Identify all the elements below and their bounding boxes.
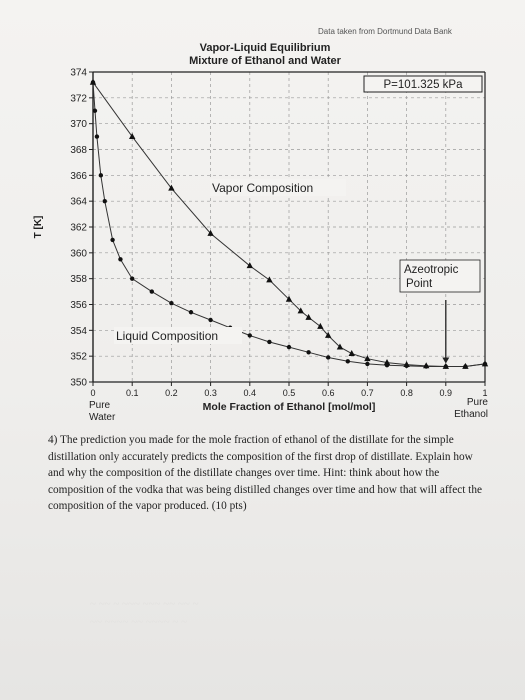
liquid-data-point	[92, 108, 98, 113]
vapor-data-point	[207, 229, 214, 236]
question-line: distillation only accurately predicts th…	[48, 450, 473, 463]
vapor-data-point	[364, 355, 371, 362]
y-tick-label: 354	[70, 326, 87, 337]
y-tick-label: 368	[70, 145, 87, 156]
y-axis-label: T [K]	[33, 216, 44, 239]
x-end-label-right: Pure	[467, 397, 489, 408]
liquid-data-point	[90, 80, 96, 85]
x-end-label-left: Pure	[89, 400, 111, 411]
x-tick-label: 0.5	[283, 388, 296, 398]
y-tick-label: 370	[70, 119, 87, 130]
y-tick-label: 358	[70, 274, 87, 285]
vapor-data-point	[266, 276, 273, 283]
question-line: and why the composition of the distillat…	[48, 467, 440, 480]
x-end-label-right: Ethanol	[454, 409, 488, 420]
liquid-label-bg	[114, 327, 242, 344]
liquid-data-point	[424, 364, 429, 369]
liquid-data-point	[110, 237, 115, 243]
question-line: 4) The prediction you made for the mole …	[48, 434, 454, 446]
x-tick-label: 0.6	[322, 388, 335, 398]
liquid-data-point	[463, 364, 468, 369]
liquid-data-point	[188, 310, 194, 315]
data-source-note: Data taken from Dortmund Data Bank	[318, 27, 452, 36]
liquid-data-point	[169, 301, 174, 306]
liquid-data-point	[306, 350, 311, 355]
vapor-label-bg	[210, 179, 346, 196]
x-tick-label: 0.4	[244, 388, 257, 398]
liquid-data-point	[130, 276, 135, 281]
faint-back-text: ~ ~~ ~ ~~~ ~~~ ~~ ~~ ~	[90, 598, 199, 610]
x-tick-label: 0.7	[361, 388, 374, 398]
x-end-label-left: Water	[89, 412, 116, 423]
liquid-data-point	[326, 355, 331, 360]
liquid-data-point	[482, 361, 488, 367]
y-tick-label: 352	[70, 352, 87, 363]
vapor-data-point	[297, 307, 304, 314]
x-tick-label: 0.3	[204, 388, 217, 398]
azeotrope-label: Azeotropic	[404, 264, 459, 276]
pressure-box	[363, 75, 483, 93]
y-tick-label: 360	[70, 248, 87, 259]
x-tick-label: 0.2	[165, 388, 178, 398]
vapor-data-point	[246, 262, 253, 269]
x-tick-label: 0.1	[126, 388, 139, 398]
faint-back-text: ~~ ~~~~ ~~ ~~~~ ~ ~	[90, 616, 188, 628]
x-tick-label: 1	[482, 388, 487, 398]
y-tick-label: 372	[70, 93, 87, 104]
liquid-data-point	[118, 257, 123, 262]
liquid-data-point	[286, 344, 292, 350]
question-line: composition of the vapor produced. (10 p…	[48, 500, 247, 513]
y-tick-label: 350	[70, 378, 87, 389]
chart-title: Vapor-Liquid Equilibrium	[199, 42, 331, 54]
vapor-data-point	[129, 132, 136, 139]
question-4: 4) The prediction you made for the mole …	[48, 432, 482, 515]
y-tick-label: 364	[70, 197, 87, 208]
y-tick-label: 374	[70, 68, 87, 79]
question-line: composition of the vodka that was being …	[48, 483, 482, 496]
vapor-data-point	[325, 331, 332, 338]
liquid-data-point	[98, 173, 104, 178]
y-axis-ticks: 350 352 354 356 358 360 362 364 366 368 370 372 374	[70, 68, 93, 389]
vapor-data-point	[285, 295, 293, 302]
vapor-data-point	[336, 343, 344, 350]
x-tick-label: 0	[90, 388, 95, 398]
vapor-data-point	[305, 313, 312, 320]
vapor-data-point	[317, 322, 324, 329]
liquid-composition-label: Liquid Composition	[116, 329, 218, 343]
liquid-data-point	[94, 134, 100, 139]
vapor-data-point	[168, 184, 175, 191]
azeotrope-label: Point	[406, 278, 433, 290]
x-axis-ticks: 0 0.1 0.2 0.3 0.4 0.5 0.6 0.7 0.8 0.9 1 Mole Fracti…	[89, 382, 488, 423]
liquid-data-point	[384, 363, 390, 368]
x-axis-label: Mole Fraction of Ethanol [mol/mol]	[203, 401, 376, 413]
x-tick-label: 0.8	[400, 388, 413, 398]
liquid-data-point	[208, 317, 213, 323]
vapor-data-point	[348, 349, 355, 356]
y-tick-label: 366	[70, 171, 87, 182]
vle-chart: T [K] 3503523543563583603623643663683703…	[33, 68, 488, 424]
liquid-data-point	[365, 361, 370, 367]
liquid-data-point	[247, 333, 252, 338]
liquid-data-point	[149, 289, 154, 294]
azeotrope-arrow-head	[442, 357, 450, 364]
liquid-data-point	[267, 339, 272, 345]
liquid-data-point	[443, 364, 448, 369]
liquid-data-point	[345, 359, 350, 364]
vapor-composition-label: Vapor Composition	[212, 181, 313, 195]
pressure-label: P=101.325 kPa	[384, 79, 464, 91]
y-tick-label: 356	[70, 300, 87, 311]
vapor-data-point	[383, 359, 391, 366]
liquid-data-point	[404, 363, 409, 369]
series-line	[92, 82, 486, 367]
y-tick-label: 362	[70, 223, 87, 234]
azeotrope-box	[399, 259, 481, 293]
chart-subtitle: Mixture of Ethanol and Water	[189, 55, 341, 67]
liquid-data-point	[102, 198, 107, 204]
chart-annotations: P=101.325 kPa Vapor Composition Liquid Com…	[114, 75, 483, 364]
x-tick-label: 0.9	[440, 388, 453, 398]
